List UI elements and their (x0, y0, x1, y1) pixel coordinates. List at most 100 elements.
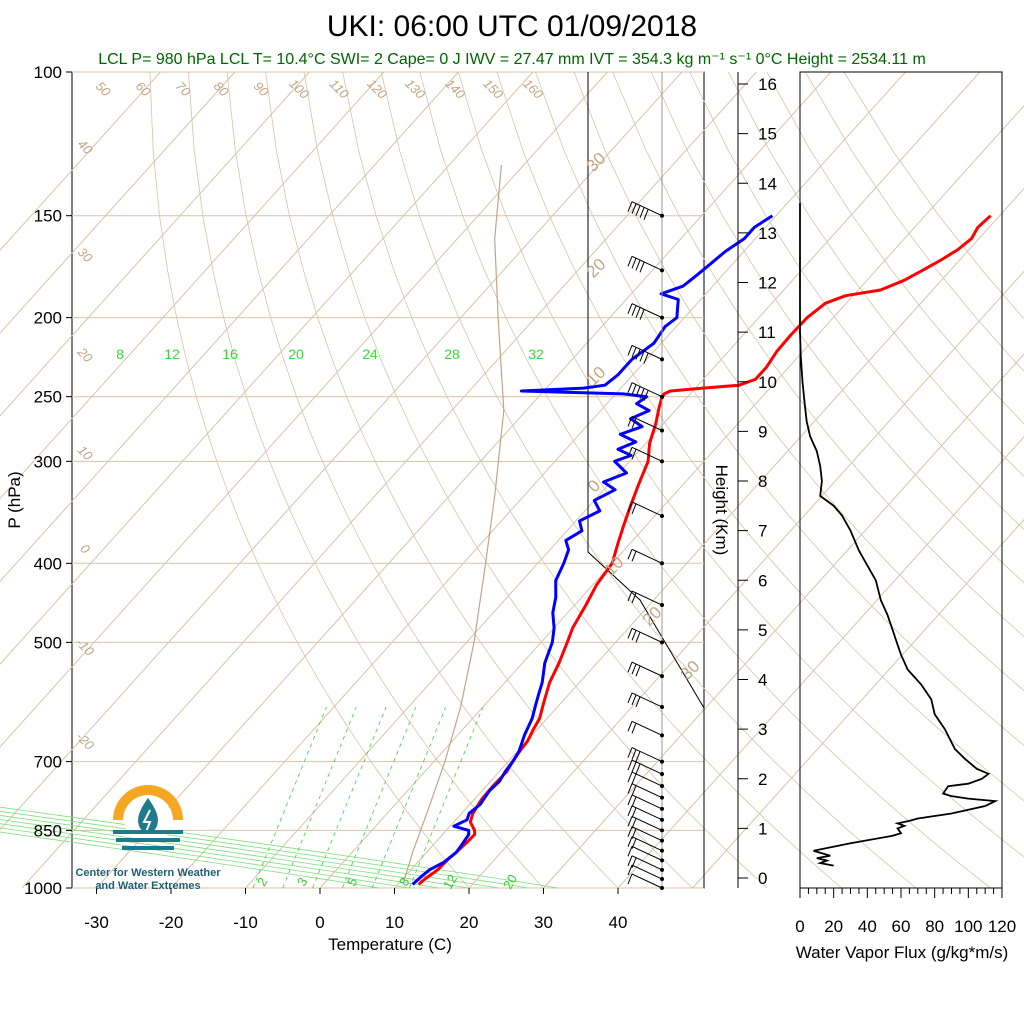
wind-barbs (627, 72, 664, 890)
height-tick-label: 11 (758, 323, 776, 342)
logo-line1: Center for Western Weather (75, 867, 221, 879)
moist-adiabat-label: 16 (222, 346, 238, 362)
barb-shaft (631, 548, 663, 564)
wvf-x-tick-label: 40 (858, 917, 877, 936)
isotherm-line (170, 71, 906, 889)
barb-flag (635, 696, 641, 708)
cw3e-logo: Center for Western Weather and Water Ext… (75, 785, 221, 892)
wvf-x-tick-label: 120 (988, 917, 1016, 936)
barb-flag (639, 309, 645, 320)
dry-adiabat-label: 150 (480, 76, 506, 102)
barb-flag (627, 826, 633, 837)
barb-flag (631, 761, 637, 773)
dry-adiabat-line (843, 71, 1024, 320)
barb-shaft (631, 255, 663, 271)
barb-flag (631, 785, 637, 796)
height-tick-label: 4 (758, 671, 767, 690)
dry-adiabat-line (303, 71, 768, 889)
barb-flag (635, 632, 641, 643)
barb-flag (627, 201, 633, 212)
barb-flag (627, 447, 633, 458)
moist-adiabat-line (0, 831, 380, 889)
barb-shaft (631, 627, 663, 643)
barb-shaft (631, 590, 663, 606)
right-isotherm-label: 20 (583, 255, 610, 282)
barb-shaft (631, 416, 663, 431)
dry-adiabat-line (766, 71, 1024, 425)
barb-flag (635, 386, 641, 397)
barb-flag (627, 846, 633, 857)
barb-flag (627, 805, 633, 817)
wvf-x-tick-label: 20 (824, 917, 843, 936)
wvf-xlabel: Water Vapor Flux (g/kg*m/s) (796, 943, 1009, 962)
barb-shaft (631, 201, 663, 217)
barb-shaft (631, 661, 663, 677)
left-isotherm-label: 20 (74, 344, 96, 366)
barb-flag (627, 783, 633, 794)
isotherm-line (0, 71, 310, 417)
height-tick-label: 10 (758, 373, 777, 392)
barb-flag (627, 590, 633, 602)
barb-flag (631, 857, 637, 869)
y-tick-label: 200 (34, 309, 62, 328)
dry-adiabat-line (419, 71, 991, 889)
dry-adiabat-label: 70 (173, 78, 194, 99)
chart-subtitle: LCL P= 980 hPa LCL T= 10.4°C SWI= 2 Cape… (98, 51, 926, 68)
moist-adiabat-label: 12 (164, 346, 180, 362)
moist-adiabat-label: 28 (444, 346, 460, 362)
barb-shaft (631, 836, 663, 852)
barb-flag (631, 749, 637, 760)
dry-adiabat-line (612, 71, 1024, 638)
height-tick-label: 9 (758, 422, 767, 441)
barb-shaft (631, 771, 663, 787)
series-line-parcel (403, 164, 505, 881)
barb-shaft (631, 855, 663, 871)
moist-adiabat-line (0, 806, 559, 889)
barb-flag (627, 382, 633, 393)
isotherm-line (617, 436, 1024, 889)
barb-shaft (631, 805, 663, 821)
isotherm-line (0, 71, 608, 748)
dry-adiabat-line (342, 71, 842, 889)
isotherm-line (394, 187, 1024, 889)
barb-flag (627, 549, 633, 560)
barb-flag (643, 209, 649, 220)
right-isotherm-label: 30 (677, 657, 704, 684)
barb-flag (627, 855, 633, 867)
barb-flag (627, 759, 633, 771)
barb-flag (627, 256, 633, 267)
height-tick-label: 8 (758, 472, 767, 491)
left-isotherm-label: 0 (77, 541, 93, 557)
barb-flag (631, 305, 637, 316)
y-tick-label: 850 (34, 821, 62, 840)
x-tick-label: 20 (460, 913, 479, 932)
wvf-series-line (799, 203, 999, 867)
y-tick-label: 250 (34, 388, 62, 407)
dry-adiabat-label: 160 (520, 76, 546, 102)
barb-flag (627, 628, 633, 639)
logo-wave-3 (122, 846, 174, 850)
logo-line2: and Water Extremes (95, 880, 200, 892)
series-line-temperature (417, 214, 992, 886)
mixing-ratio-line (252, 706, 327, 889)
barb-flag (627, 873, 633, 885)
barb-flag (631, 347, 637, 358)
barb-flag (639, 351, 645, 362)
barb-flag (627, 864, 633, 876)
barb-flag (631, 818, 637, 829)
barb-flag (631, 592, 637, 604)
moist-adiabat-label: 8 (116, 346, 124, 362)
dry-adiabat-label: 130 (402, 76, 428, 102)
barb-shaft (631, 446, 663, 462)
barb-flag (639, 207, 645, 218)
left-isotherm-label: 10 (75, 442, 96, 463)
barb-shaft (631, 826, 663, 842)
skewt-series (403, 164, 992, 886)
barb-flag (627, 721, 633, 732)
isotherm-line (96, 71, 832, 889)
isotherm-line (692, 518, 1024, 889)
barb-flag (631, 694, 637, 706)
height-tick-label: 5 (758, 621, 767, 640)
barb-flag (627, 303, 633, 314)
